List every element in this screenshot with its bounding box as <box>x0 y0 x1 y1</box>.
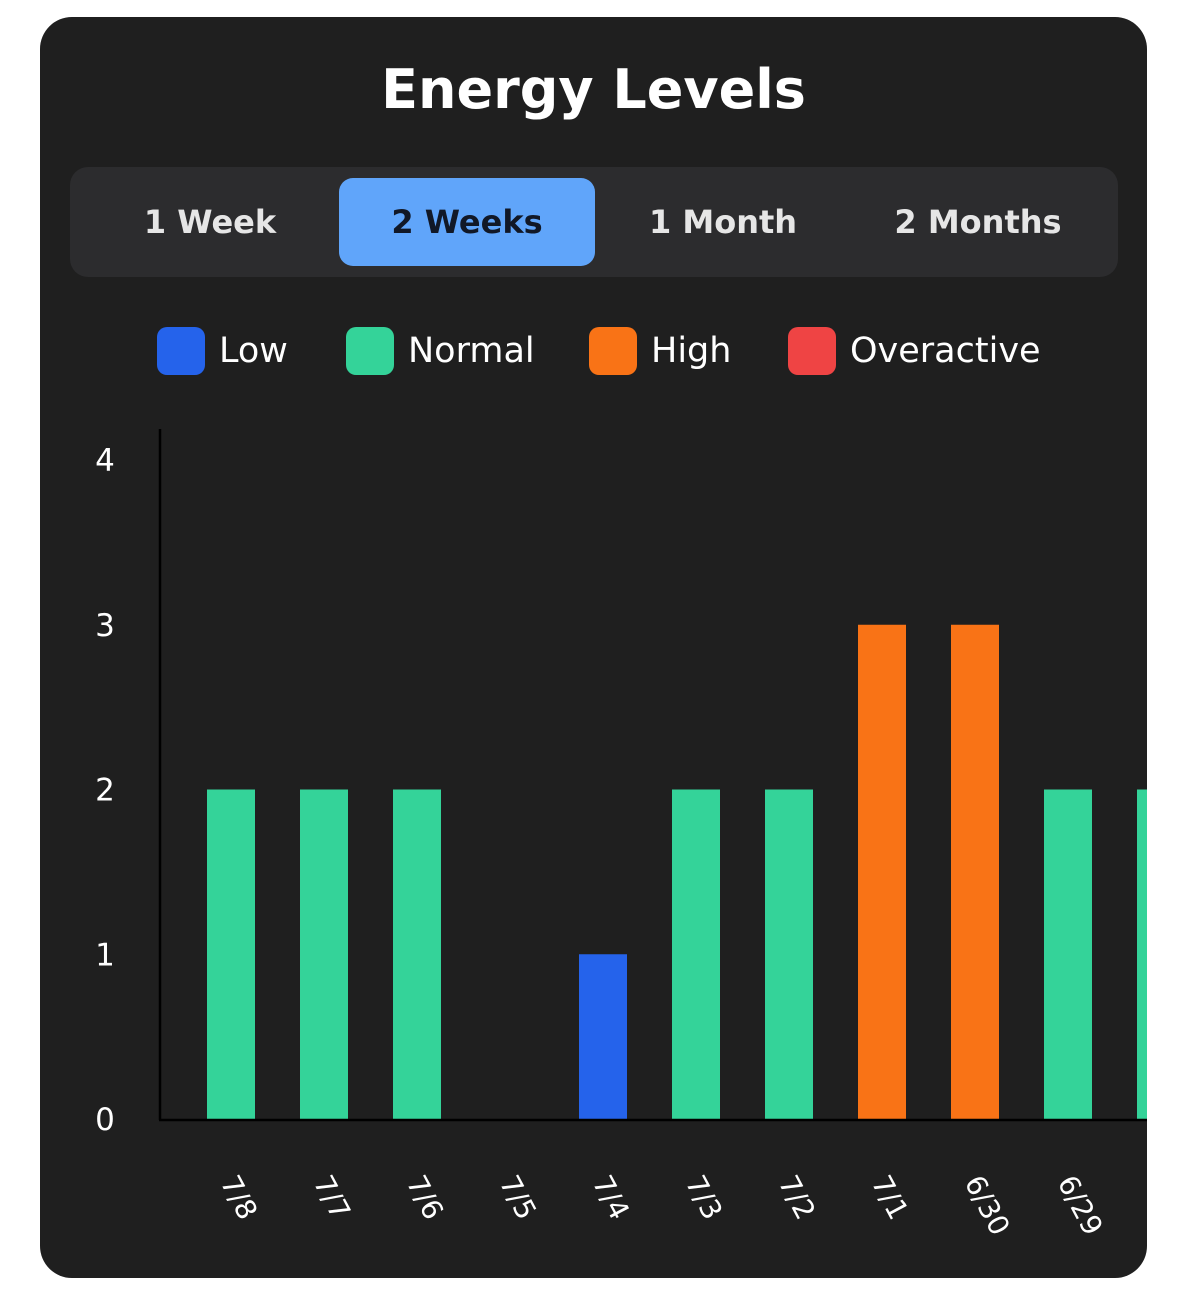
x-tick-label-7-7: 7/7 <box>307 1170 357 1225</box>
x-tick-label-6-30: 6/30 <box>958 1170 1017 1241</box>
bar-7-6 <box>393 789 441 1119</box>
legend-label-normal: Normal <box>408 330 535 371</box>
y-tick-label-0: 0 <box>95 1102 115 1138</box>
legend-item-overactive: Overactive <box>788 327 1041 375</box>
time-range-selector: 1 Week 2 Weeks 1 Month 2 Months <box>70 167 1118 277</box>
x-tick-label-7-5: 7/5 <box>493 1170 543 1225</box>
tab-1-week[interactable]: 1 Week <box>143 203 277 241</box>
legend-item-normal: Normal <box>346 327 535 375</box>
legend-label-high: High <box>651 330 732 371</box>
x-tick-label-7-6: 7/6 <box>400 1170 450 1225</box>
legend-label-overactive: Overactive <box>850 330 1041 371</box>
bar-partial <box>1137 789 1147 1119</box>
legend-swatch-normal <box>346 327 394 375</box>
bar-6-30 <box>951 624 999 1119</box>
y-tick-label-3: 3 <box>95 608 115 644</box>
bar-6-29 <box>1044 789 1092 1119</box>
x-tick-label-7-4: 7/4 <box>586 1170 636 1225</box>
bar-7-4 <box>579 954 627 1119</box>
x-tick-label-6-29: 6/29 <box>1051 1170 1110 1241</box>
bar-7-3 <box>672 789 720 1119</box>
legend-swatch-overactive <box>788 327 836 375</box>
x-tick-label-7-2: 7/2 <box>772 1170 822 1225</box>
legend-item-high: High <box>589 327 731 375</box>
legend-swatch-low <box>157 327 205 375</box>
energy-levels-card: Energy Levels 1 Week 2 Weeks 1 Month 2 M… <box>40 17 1147 1278</box>
bar-7-7 <box>300 789 348 1119</box>
tab-2-months[interactable]: 2 Months <box>894 203 1062 241</box>
legend-swatch-high <box>589 327 637 375</box>
x-tick-label-7-8: 7/8 <box>214 1170 264 1225</box>
legend-item-low: Low <box>157 327 288 375</box>
y-tick-label-4: 4 <box>95 443 115 479</box>
legend-label-low: Low <box>219 330 288 371</box>
x-tick-label-7-1: 7/1 <box>865 1170 915 1225</box>
bar-7-2 <box>765 789 813 1119</box>
chart-legend: Low Normal High Overactive <box>40 317 1147 387</box>
tab-1-month[interactable]: 1 Month <box>648 203 798 241</box>
y-tick-label-2: 2 <box>95 773 115 809</box>
bar-7-1 <box>858 624 906 1119</box>
bar-7-8 <box>207 789 255 1119</box>
y-tick-label-1: 1 <box>95 937 115 973</box>
energy-bar-chart: 0 1 2 3 4 7/8 7/7 7/6 7/5 7/4 7/3 7/2 7/1 6/30 6/29 <box>95 429 1147 1241</box>
x-tick-label-7-3: 7/3 <box>679 1170 729 1225</box>
tab-2-weeks[interactable]: 2 Weeks <box>339 178 595 266</box>
chart-title: Energy Levels <box>381 58 806 121</box>
